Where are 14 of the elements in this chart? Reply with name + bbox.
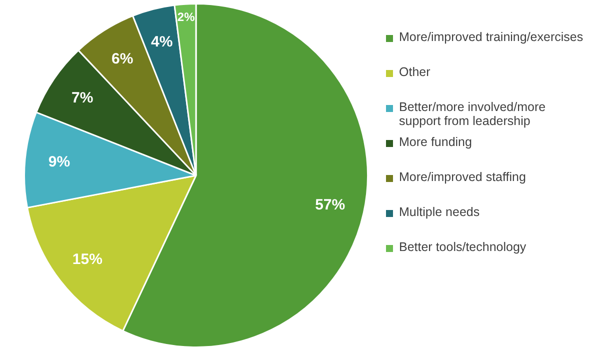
- data-label: 15%: [72, 250, 102, 268]
- data-label: 6%: [112, 50, 134, 68]
- legend-label: More funding: [399, 135, 472, 149]
- data-label: 57%: [315, 196, 346, 214]
- legend-label: Better/more involved/more support from leadership: [399, 100, 547, 128]
- data-label: 4%: [150, 34, 173, 51]
- legend-label: Other: [399, 65, 430, 79]
- data-label: 7%: [72, 89, 94, 106]
- legend-label: Better tools/technology: [399, 240, 526, 254]
- legend-label: More/improved staffing: [399, 170, 526, 184]
- legend-label: Multiple needs: [399, 205, 480, 219]
- data-label: 2%: [177, 10, 196, 24]
- legend-label: More/improved training/exercises: [399, 30, 584, 44]
- data-label: 9%: [48, 154, 70, 171]
